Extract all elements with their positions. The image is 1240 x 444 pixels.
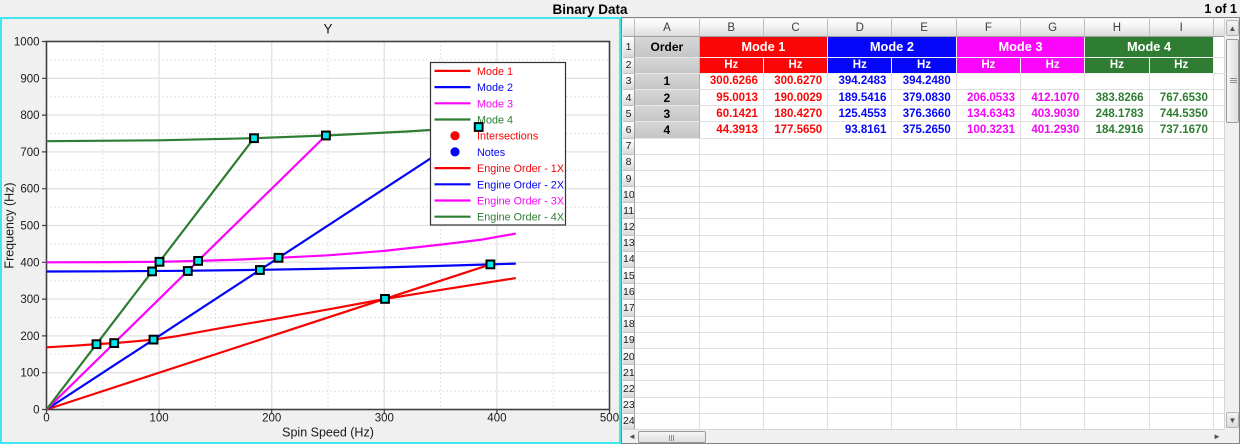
svg-text:300: 300 xyxy=(375,413,394,425)
svg-text:300: 300 xyxy=(20,294,39,306)
svg-text:400: 400 xyxy=(487,413,506,425)
svg-text:900: 900 xyxy=(20,73,39,85)
svg-text:Mode 4: Mode 4 xyxy=(477,115,513,127)
svg-text:600: 600 xyxy=(20,184,39,196)
svg-text:Frequency (Hz): Frequency (Hz) xyxy=(3,182,17,268)
svg-text:500: 500 xyxy=(600,413,619,425)
svg-text:Engine Order - 1X: Engine Order - 1X xyxy=(477,163,564,175)
svg-text:Mode 1: Mode 1 xyxy=(477,66,513,78)
svg-text:100: 100 xyxy=(20,368,39,380)
svg-text:0: 0 xyxy=(43,413,49,425)
svg-text:Mode 3: Mode 3 xyxy=(477,98,513,110)
svg-text:500: 500 xyxy=(20,221,39,233)
svg-text:100: 100 xyxy=(150,413,169,425)
svg-text:200: 200 xyxy=(20,331,39,343)
svg-text:0: 0 xyxy=(33,405,39,417)
svg-text:Engine Order - 2X: Engine Order - 2X xyxy=(477,179,564,191)
svg-text:Engine Order - 3X: Engine Order - 3X xyxy=(477,196,564,208)
svg-text:Y: Y xyxy=(323,22,332,37)
svg-text:800: 800 xyxy=(20,110,39,122)
svg-text:Mode 2: Mode 2 xyxy=(477,82,513,94)
svg-text:200: 200 xyxy=(262,413,281,425)
svg-text:Spin Speed (Hz): Spin Speed (Hz) xyxy=(282,426,374,440)
svg-text:Notes: Notes xyxy=(477,147,506,159)
svg-text:Intersections: Intersections xyxy=(477,131,539,143)
svg-text:Engine Order - 4X: Engine Order - 4X xyxy=(477,212,564,224)
svg-text:1000: 1000 xyxy=(14,37,40,49)
svg-text:400: 400 xyxy=(20,257,39,269)
svg-text:700: 700 xyxy=(20,147,39,159)
